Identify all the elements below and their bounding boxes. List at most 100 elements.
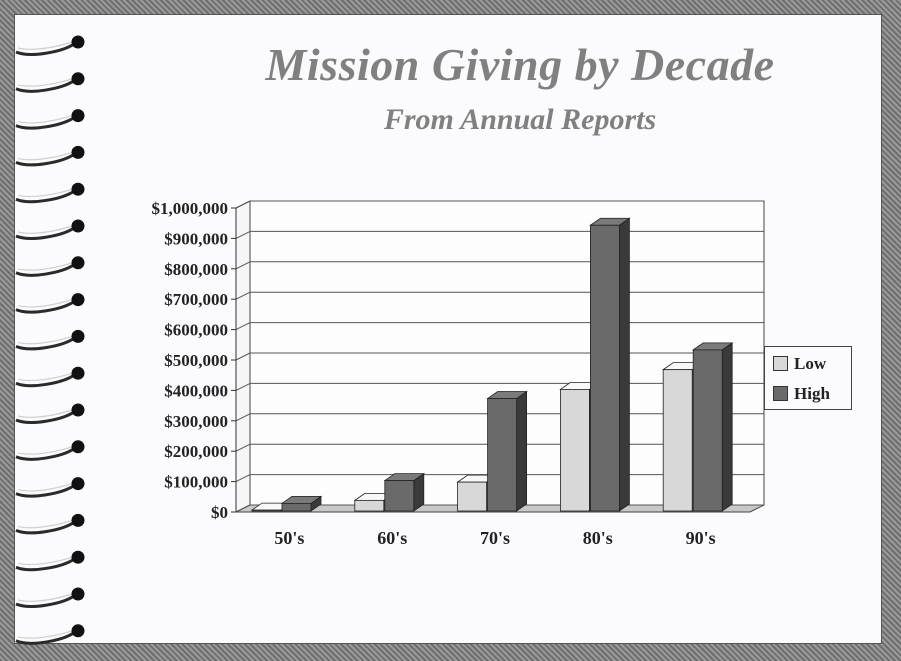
binding-hole [71, 513, 85, 527]
spiral-coil-highlight [17, 335, 73, 345]
gridline-side [235, 382, 251, 391]
bar-front [487, 398, 518, 512]
y-tick-label: $900,000 [164, 229, 228, 248]
spiral-coil-highlight [17, 299, 73, 308]
spiral-coil-highlight [17, 372, 73, 382]
binding-hole [71, 219, 85, 233]
gridline-side [235, 261, 251, 270]
legend-label-low: Low [794, 353, 827, 373]
spiral-coil [15, 116, 75, 130]
x-tick-label: 80's [583, 528, 613, 548]
spiral-coil-highlight [17, 41, 73, 50]
binding-hole [71, 293, 85, 307]
binding-hole [71, 477, 85, 491]
spiral-coil-highlight [17, 188, 73, 198]
gridline-side [235, 474, 251, 483]
y-tick-label: $300,000 [164, 412, 228, 431]
bar-front [590, 224, 620, 512]
bar-high-3 [589, 217, 631, 512]
y-tick-label: $0 [211, 503, 228, 522]
y-tick-label: $800,000 [164, 260, 228, 279]
spiral-coil-highlight [17, 483, 73, 492]
gridline-side [235, 200, 251, 209]
spiral-coil [15, 410, 75, 424]
gridline-side [235, 291, 251, 300]
spiral-coil [15, 594, 75, 608]
y-tick-label: $1,000,000 [152, 199, 229, 218]
spiral-coil [15, 373, 75, 388]
spiral-coil-highlight [17, 115, 73, 124]
bar-side [619, 217, 630, 512]
bar-front [384, 480, 415, 512]
binding-hole [71, 403, 85, 417]
spiral-coil-highlight [17, 630, 73, 639]
chart-subtitle: From Annual Reports [383, 103, 657, 136]
spiral-coil [15, 79, 75, 93]
chart-legend: Low High [764, 346, 852, 410]
chart-title: Mission Giving by Decade [265, 39, 775, 90]
y-tick-label: $500,000 [164, 351, 228, 370]
bar-high-4 [691, 342, 734, 512]
binding-hole [71, 256, 85, 270]
gridline-side [235, 352, 251, 361]
binding-hole [71, 587, 85, 601]
x-tick-label: 60's [377, 528, 407, 548]
bar-high-1 [383, 472, 426, 512]
spiral-coil [15, 189, 75, 204]
binding-hole [71, 550, 85, 564]
binding-hole [71, 145, 85, 159]
spiral-coil-highlight [17, 556, 73, 566]
bar-front [281, 502, 312, 512]
bar-side [721, 342, 733, 512]
spiral-coil [15, 42, 75, 56]
gridline-side [235, 413, 251, 422]
spiral-coil-highlight [17, 78, 73, 87]
x-tick-label: 50's [274, 528, 304, 548]
y-tick-label: $600,000 [164, 321, 228, 340]
spiral-coil-highlight [17, 446, 73, 455]
y-tick-label: $700,000 [164, 290, 228, 309]
bar-side [516, 390, 527, 512]
gridline-side [235, 322, 251, 331]
bar-front [354, 499, 385, 512]
y-tick-label: $100,000 [164, 473, 228, 492]
spiral-coil-highlight [17, 409, 73, 418]
bar-front [662, 369, 693, 512]
legend-label-high: High [794, 383, 830, 403]
spiral-coil [15, 263, 75, 277]
binding-hole [71, 366, 85, 380]
spiral-coil [15, 300, 75, 314]
bar-front [560, 388, 590, 512]
spiral-coil-highlight [17, 225, 73, 234]
spiral-coil-highlight [17, 262, 73, 271]
bar-front [251, 509, 282, 512]
binding-hole [71, 624, 85, 638]
binding-hole [71, 109, 85, 123]
spiral-coil-highlight [17, 519, 73, 529]
legend-item-low: Low [773, 350, 851, 377]
spiral-coil-highlight [17, 593, 73, 602]
binding-hole [71, 440, 85, 454]
bar-front [457, 481, 488, 512]
legend-swatch-low [773, 356, 788, 371]
spiral-coil [15, 153, 75, 167]
gridline-side [235, 504, 251, 513]
bar-front [692, 349, 723, 512]
spiral-coil [15, 337, 75, 351]
legend-swatch-high [773, 386, 788, 401]
spiral-coil-highlight [17, 151, 73, 161]
spiral-coil [15, 557, 75, 572]
spiral-coil [15, 631, 75, 645]
x-tick-label: 70's [480, 528, 510, 548]
spiral-coil [15, 484, 75, 498]
bar-high-0 [280, 495, 323, 512]
binding-hole [71, 329, 85, 343]
spiral-binding [15, 35, 85, 645]
spiral-coil [15, 447, 75, 461]
gridline-side [235, 443, 251, 452]
binding-hole [71, 35, 85, 49]
y-tick-label: $200,000 [164, 442, 228, 461]
spiral-coil [15, 521, 75, 535]
spiral-coil [15, 226, 75, 240]
